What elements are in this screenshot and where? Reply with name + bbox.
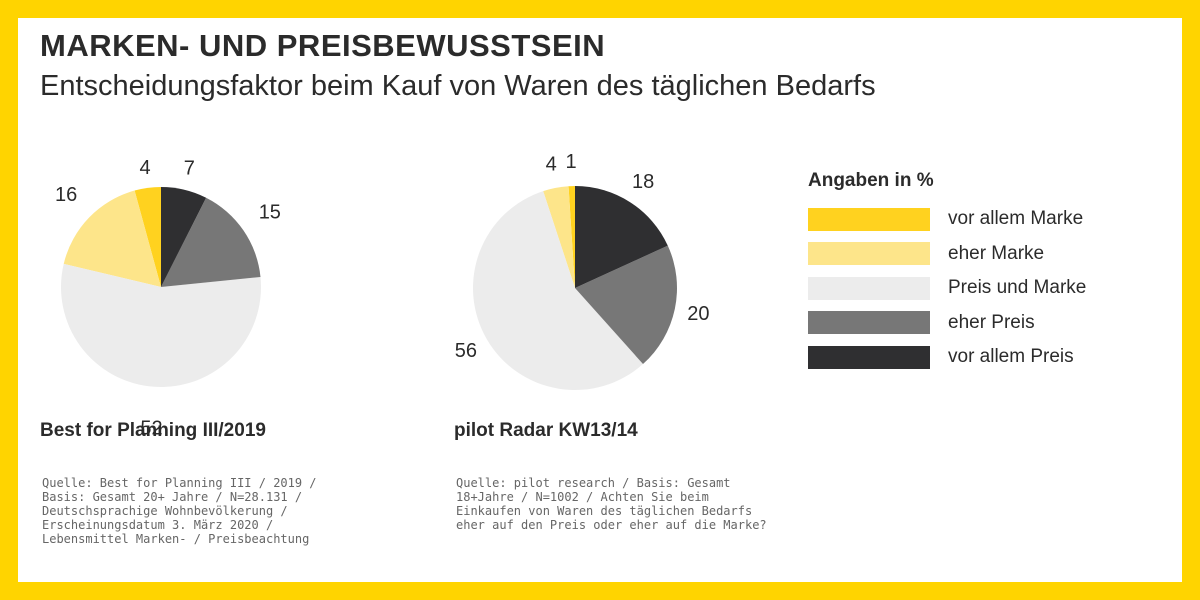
pie-chart-pilot-radar: 14 56 20 18 [455, 151, 709, 391]
source-note-pilot-radar: Quelle: pilot research / Basis: Gesamt 1… [456, 476, 767, 532]
pie-slice-vor-allem-preis [575, 186, 668, 288]
legend-swatch [808, 276, 930, 300]
pie-value-label: 56 [455, 340, 477, 362]
pie-slice-preis-und-marke [472, 191, 644, 391]
pie-slice-preis-und-marke [60, 263, 261, 388]
chart-subtitle: Entscheidungsfaktor beim Kauf von Waren … [40, 70, 876, 102]
pie-slice-vor-allem-marke [134, 187, 161, 287]
legend-label: eher Marke [948, 242, 1045, 264]
legend-label: vor allem Marke [948, 208, 1084, 230]
legend-label: eher Preis [948, 311, 1035, 333]
legend-item-eher-marke: eher Marke [808, 237, 1138, 272]
pie-slice-eher-preis [161, 197, 261, 287]
source-note-best-for-planning: Quelle: Best for Planning III / 2019 / B… [42, 476, 317, 546]
legend: Angaben in % vor allem Marke eher Marke … [808, 170, 1138, 375]
pie-value-label: 16 [55, 184, 77, 206]
pie-caption-best-for-planning: Best for Planning III/2019 [40, 420, 266, 441]
legend-title: Angaben in % [808, 170, 934, 191]
pie-slice-vor-allem-preis [161, 187, 207, 287]
pie-slice-vor-allem-marke [568, 186, 575, 288]
legend-swatch [808, 311, 930, 335]
chart-title: MARKEN- UND PREISBEWUSSTSEIN [40, 28, 606, 63]
legend-item-eher-preis: eher Preis [808, 306, 1138, 341]
pie-value-label: 15 [259, 201, 281, 223]
legend-swatch [808, 207, 930, 231]
legend-swatch [808, 345, 930, 369]
pie-value-label: 52 [140, 418, 162, 440]
pie-value-label: 1 [565, 151, 576, 173]
pie-value-label: 18 [632, 171, 654, 193]
pie-chart-best-for-planning: 4 16 52 15 7 [55, 157, 281, 440]
legend-item-preis-und-marke: Preis und Marke [808, 271, 1138, 306]
pie-slice-eher-marke [63, 190, 161, 287]
legend-item-vor-allem-preis: vor allem Preis [808, 340, 1138, 375]
legend-label: vor allem Preis [948, 346, 1074, 368]
pie-value-label: 20 [687, 303, 709, 325]
pie-slice-eher-preis [575, 245, 677, 365]
pie-caption-pilot-radar: pilot Radar KW13/14 [454, 420, 638, 441]
legend-item-vor-allem-marke: vor allem Marke [808, 202, 1138, 237]
legend-swatch [808, 242, 930, 266]
pie-value-label: 4 [139, 157, 150, 179]
legend-label: Preis und Marke [948, 277, 1087, 299]
pie-value-label: 4 [546, 153, 557, 175]
pie-slice-eher-marke [543, 186, 575, 288]
pie-value-label: 7 [184, 157, 195, 179]
